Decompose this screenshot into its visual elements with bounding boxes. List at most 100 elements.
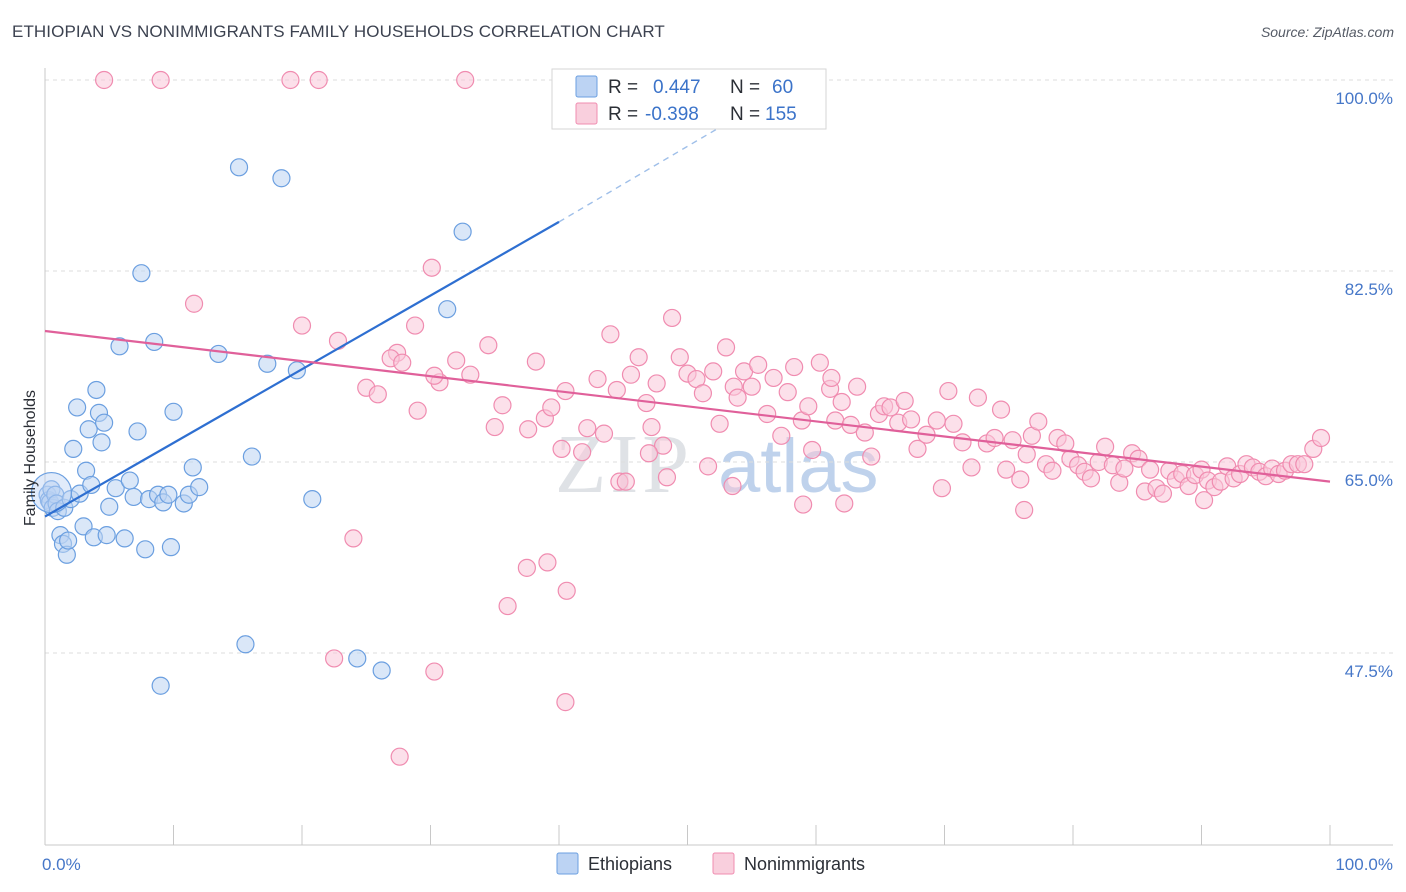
legend-n-value-1: 60 xyxy=(772,77,793,98)
legend-r-value-2: -0.398 xyxy=(645,104,699,125)
nonimmigrants-point-67 xyxy=(848,377,867,396)
ethiopians-point-32 xyxy=(124,487,143,507)
nonimmigrants-point-18 xyxy=(447,351,466,370)
ethiopians-point-55 xyxy=(348,649,367,668)
nonimmigrants-point-62 xyxy=(810,353,829,372)
nonimmigrants-point-148 xyxy=(325,649,344,668)
ethiopians-point-54 xyxy=(303,490,322,509)
nonimmigrants-point-31 xyxy=(607,380,626,400)
nonimmigrants-point-139 xyxy=(344,529,363,548)
bottom-legend-swatch-nonimmigrants xyxy=(712,852,735,875)
nonimmigrants-point-154 xyxy=(1015,500,1034,520)
nonimmigrants-point-5 xyxy=(184,294,204,313)
legend-box xyxy=(551,68,827,130)
nonimmigrants-point-22 xyxy=(493,396,512,415)
nonimmigrants-point-95 xyxy=(1043,461,1062,480)
ethiopians-point-52 xyxy=(272,169,291,188)
nonimmigrants-point-8 xyxy=(292,316,312,335)
nonimmigrants-point-21 xyxy=(485,417,504,437)
nonimmigrants-point-45 xyxy=(698,457,718,476)
y-tick-label-3: 100.0% xyxy=(1335,89,1393,108)
nonimmigrants-point-144 xyxy=(552,439,571,459)
nonimmigrants-point-30 xyxy=(601,325,620,344)
nonimmigrants-point-83 xyxy=(962,458,981,477)
ethiopians-point-58 xyxy=(453,222,472,241)
nonimmigrants-point-69 xyxy=(862,447,881,466)
nonimmigrants-point-50 xyxy=(728,388,747,407)
y-tick-label-2: 82.5% xyxy=(1345,280,1393,299)
ethiopians-trendline xyxy=(44,220,560,518)
ethiopians-point-30 xyxy=(115,529,134,548)
nonimmigrants-point-60 xyxy=(799,397,818,416)
nonimmigrants-point-25 xyxy=(542,398,561,417)
nonimmigrants-point-33 xyxy=(621,365,641,384)
x-tick-labels: 0.0% 100.0% xyxy=(42,855,1393,874)
nonimmigrants-points xyxy=(95,70,1331,766)
nonimmigrants-point-56 xyxy=(772,426,791,445)
nonimmigrants-point-52 xyxy=(742,377,761,396)
nonimmigrants-point-106 xyxy=(1115,459,1134,478)
nonimmigrants-point-36 xyxy=(642,417,661,437)
nonimmigrants-point-147 xyxy=(794,495,813,514)
nonimmigrants-point-87 xyxy=(991,400,1011,419)
nonimmigrants-point-101 xyxy=(1081,469,1101,488)
legend-n-value-2: 155 xyxy=(765,104,797,125)
ethiopians-point-34 xyxy=(132,264,151,283)
y-tick-labels: 47.5% 65.0% 82.5% 100.0% xyxy=(1335,89,1393,681)
nonimmigrants-point-19 xyxy=(461,365,480,384)
nonimmigrants-point-88 xyxy=(997,460,1016,479)
nonimmigrants-point-3 xyxy=(309,70,328,90)
nonimmigrants-point-79 xyxy=(932,479,952,498)
nonimmigrants-point-81 xyxy=(944,414,963,433)
y-tick-label-0: 47.5% xyxy=(1345,662,1393,681)
nonimmigrants-point-112 xyxy=(1153,484,1173,503)
nonimmigrants-point-143 xyxy=(557,581,576,600)
nonimmigrants-point-140 xyxy=(498,596,517,616)
nonimmigrants-point-152 xyxy=(519,420,538,439)
nonimmigrants-point-155 xyxy=(594,424,614,443)
bottom-legend-ethiopians: Ethiopians xyxy=(588,854,672,874)
nonimmigrants-point-150 xyxy=(556,693,575,712)
nonimmigrants-point-136 xyxy=(1311,428,1331,448)
ethiopians-point-47 xyxy=(209,344,228,364)
ethiopians-point-27 xyxy=(100,497,119,516)
ethiopians-point-57 xyxy=(438,300,457,319)
ethiopians-point-15 xyxy=(68,398,87,417)
nonimmigrants-point-34 xyxy=(629,348,648,367)
ethiopians-point-12 xyxy=(59,531,78,550)
nonimmigrants-point-90 xyxy=(1011,470,1030,489)
ethiopians-point-51 xyxy=(258,354,277,373)
nonimmigrants-point-156 xyxy=(723,476,742,496)
ethiopians-point-40 xyxy=(159,485,178,504)
ethiopians-point-33 xyxy=(128,422,147,441)
nonimmigrants-trendline xyxy=(44,329,1331,483)
nonimmigrants-point-82 xyxy=(953,433,972,452)
chart-title: ETHIOPIAN VS NONIMMIGRANTS FAMILY HOUSEH… xyxy=(12,22,665,41)
nonimmigrants-point-110 xyxy=(1140,460,1160,479)
series-legend: Ethiopians Nonimmigrants xyxy=(556,852,865,875)
ethiopians-point-31 xyxy=(120,471,139,490)
nonimmigrants-point-146 xyxy=(639,444,659,463)
y-tick-label-1: 65.0% xyxy=(1345,471,1393,490)
ethiopians-point-35 xyxy=(136,540,155,559)
nonimmigrants-point-41 xyxy=(670,348,689,367)
nonimmigrants-point-91 xyxy=(1017,445,1036,464)
nonimmigrants-point-16 xyxy=(368,385,387,404)
ethiopians-point-29 xyxy=(110,337,129,356)
nonimmigrants-point-141 xyxy=(517,558,536,577)
nonimmigrants-point-27 xyxy=(573,443,592,462)
x-tick-label-0: 0.0% xyxy=(42,855,81,874)
ethiopians-point-26 xyxy=(97,526,116,545)
bottom-legend-swatch-ethiopians xyxy=(556,852,579,875)
ethiopians-point-49 xyxy=(236,635,255,654)
nonimmigrants-point-6 xyxy=(422,258,441,277)
nonimmigrants-point-48 xyxy=(716,338,736,357)
nonimmigrants-point-37 xyxy=(647,374,666,393)
nonimmigrants-point-93 xyxy=(1029,412,1048,431)
nonimmigrants-point-13 xyxy=(408,401,427,420)
ethiopians-point-56 xyxy=(372,661,391,680)
nonimmigrants-point-137 xyxy=(1194,491,1214,510)
ethiopians-point-59 xyxy=(151,676,170,695)
correlation-legend: R = 0.447 N = 60 R = -0.398 N = 155 xyxy=(551,68,827,130)
